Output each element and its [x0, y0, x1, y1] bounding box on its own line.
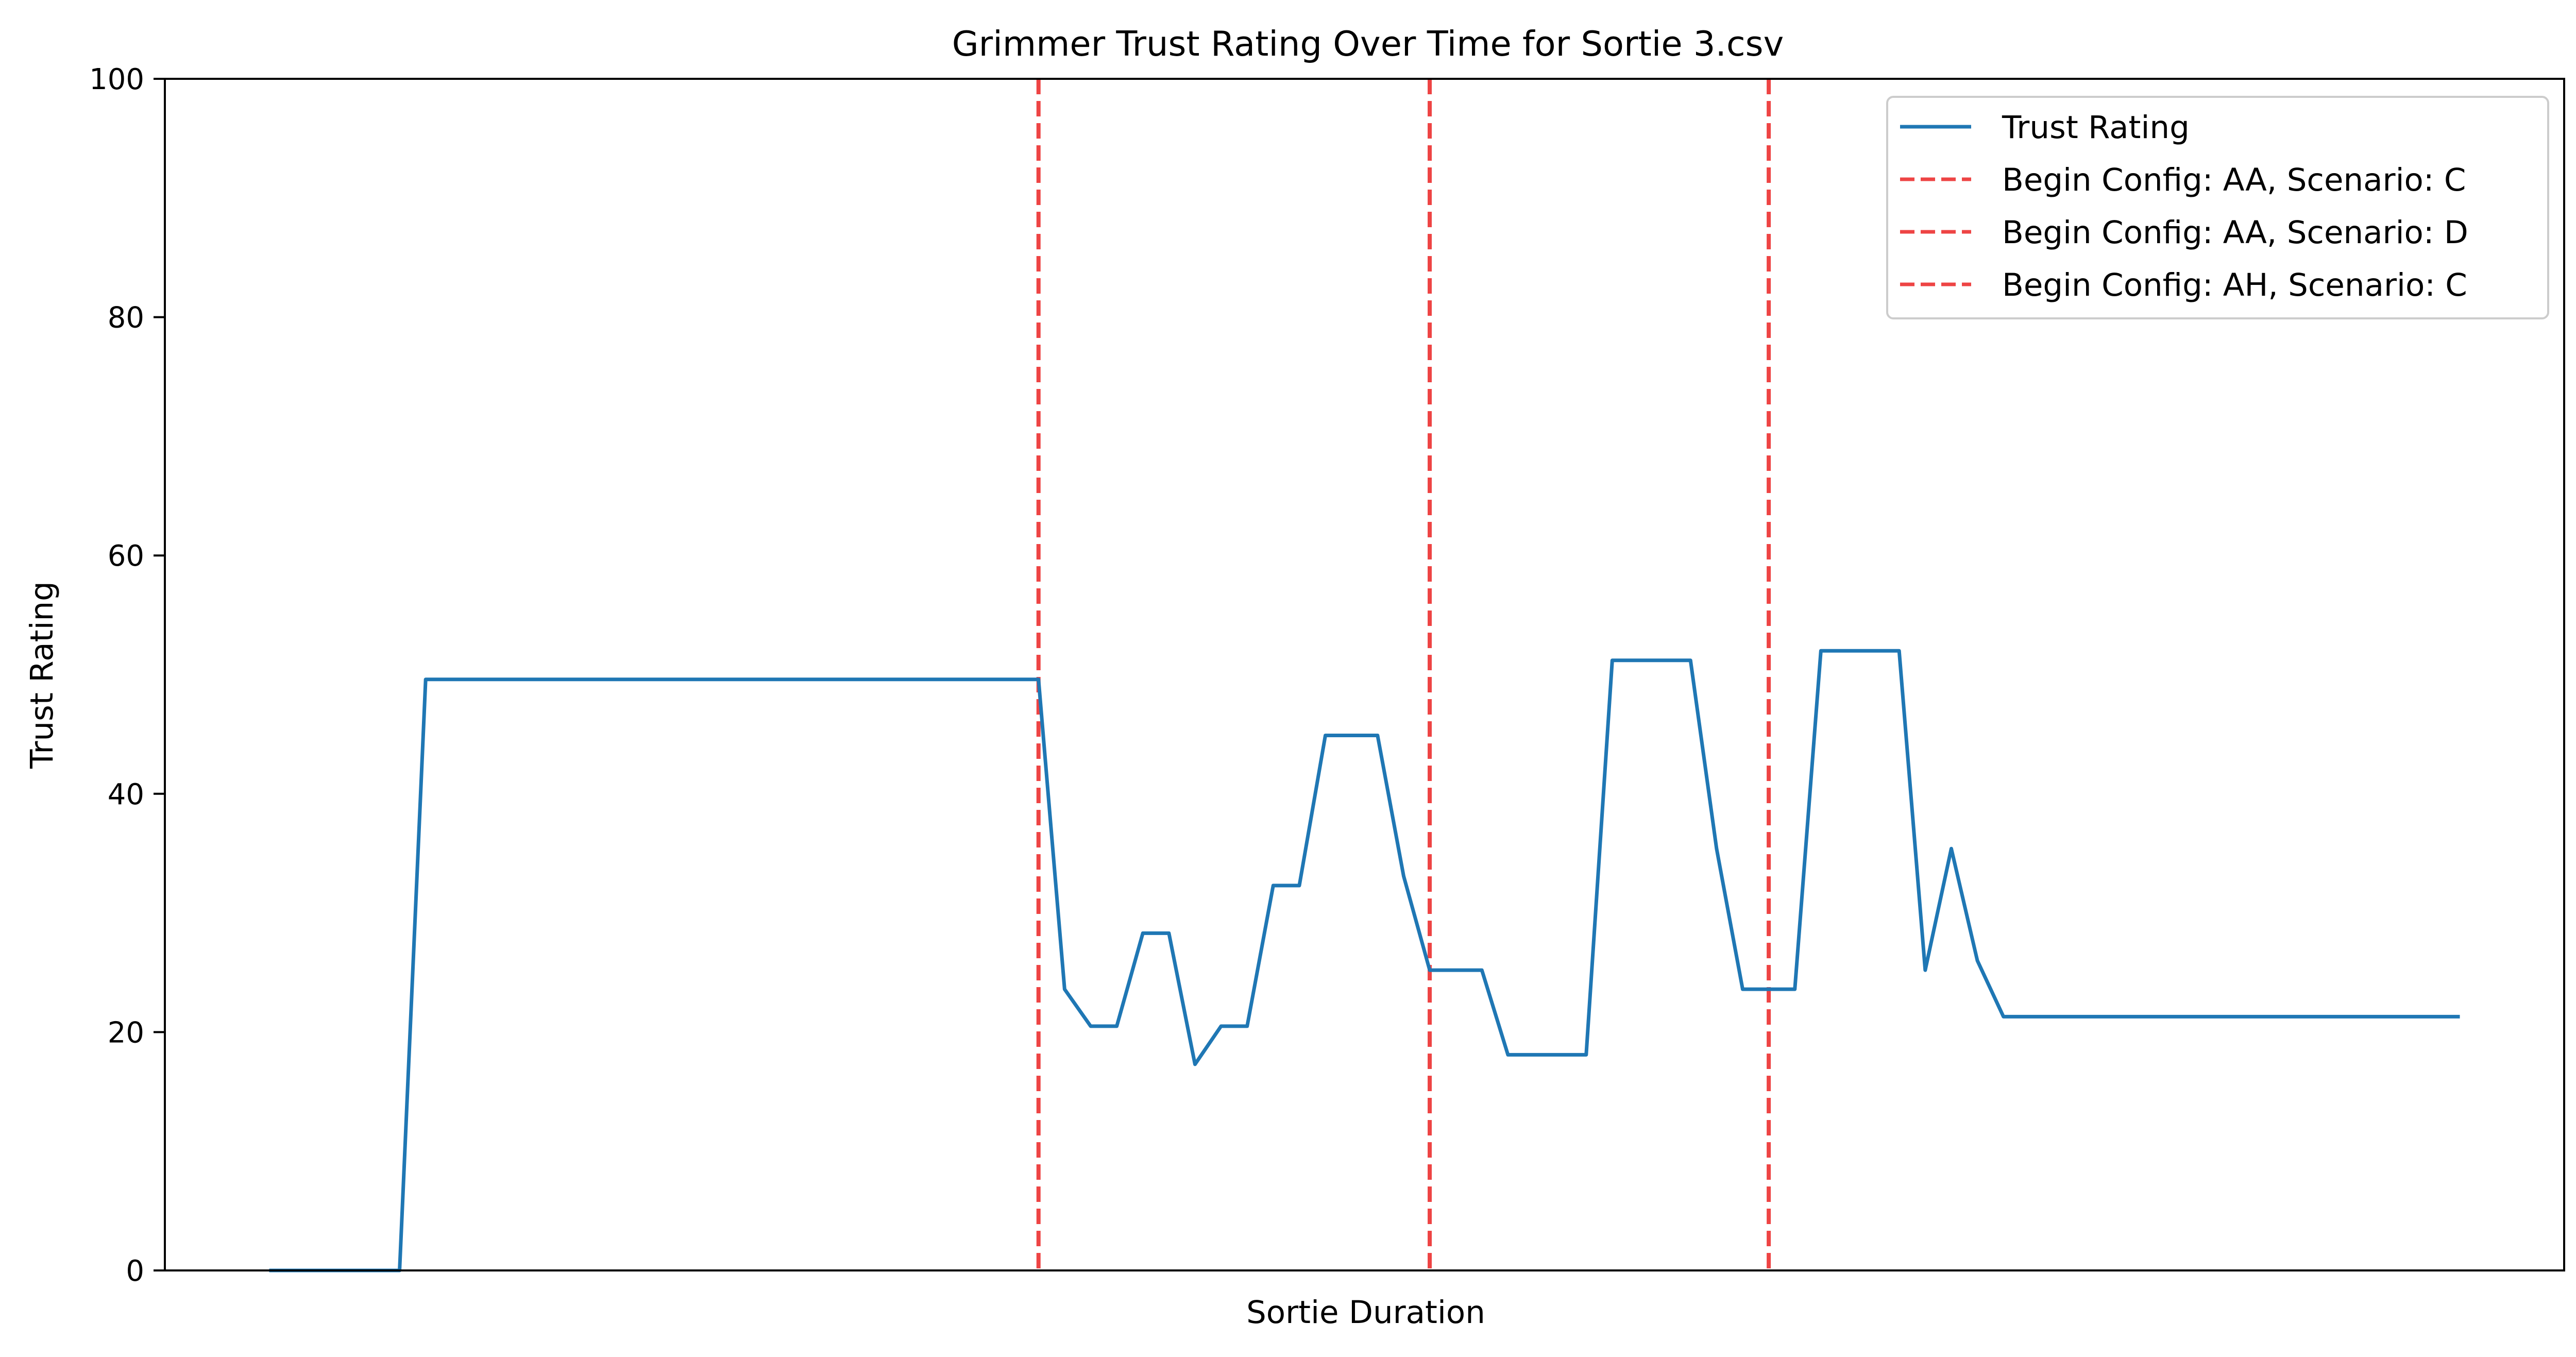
legend: Trust Rating Begin Config: AA, Scenario: …	[1886, 96, 2549, 319]
chart-title: Grimmer Trust Rating Over Time for Sorti…	[952, 24, 1784, 64]
legend-box	[1886, 96, 2549, 319]
legend-label: Begin Config: AA, Scenario: D	[2002, 214, 2468, 251]
y-tick-label: 40	[108, 778, 144, 811]
y-axis: 0 20 40 60 80 100	[89, 63, 165, 1288]
axes-frame	[164, 78, 2565, 1271]
legend-label: Begin Config: AA, Scenario: C	[2002, 162, 2466, 198]
y-tick-label: 60	[108, 539, 144, 573]
y-tick-label: 20	[108, 1016, 144, 1049]
legend-label: Trust Rating	[2002, 109, 2190, 146]
y-axis-label: Trust Rating	[24, 581, 60, 769]
y-tick-label: 80	[108, 301, 144, 335]
y-tick-label: 0	[126, 1254, 144, 1288]
y-tick-label: 100	[89, 63, 144, 96]
x-axis-label: Sortie Duration	[1246, 1294, 1485, 1331]
series-line-trust-rating	[269, 649, 2460, 1273]
plot-area	[269, 79, 2460, 1273]
legend-label: Begin Config: AH, Scenario: C	[2002, 267, 2467, 303]
